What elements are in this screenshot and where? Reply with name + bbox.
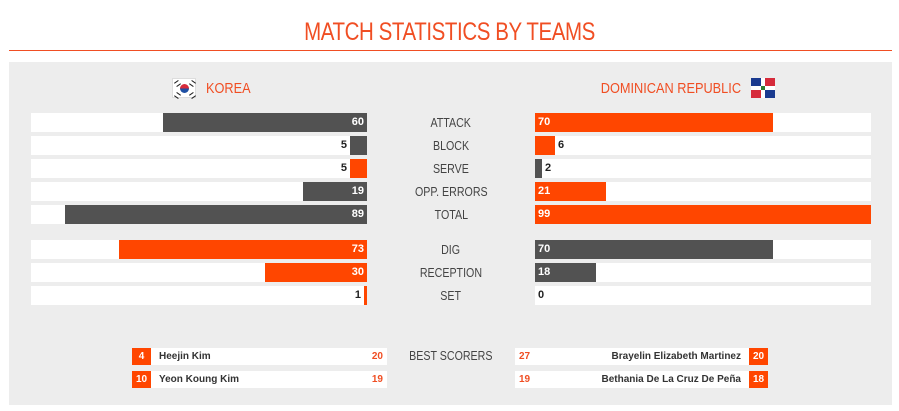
left-scorer-2: 10 Yeon Koung Kim 19 <box>132 371 387 388</box>
dominican-republic-flag-icon <box>751 78 775 98</box>
stat-row-set: 1 SET 0 <box>0 286 899 305</box>
opp-errors-right-value: 21 <box>538 185 551 197</box>
stat-row-block: 5 BLOCK 6 <box>0 136 899 155</box>
team-left-name: KOREA <box>206 79 251 97</box>
player-name: Yeon Koung Kim <box>159 374 239 385</box>
team-right-header: DOMINICAN REPUBLIC <box>576 78 775 98</box>
stat-label-total: TOTAL <box>434 207 468 222</box>
opp-errors-right-track: 21 <box>535 182 871 201</box>
set-right-track: 0 <box>535 286 871 305</box>
reception-left-value: 30 <box>351 266 364 278</box>
reception-left-bar <box>265 263 367 282</box>
stat-label-attack: ATTACK <box>430 115 472 130</box>
total-left-track: 89 <box>31 205 367 224</box>
player-number: 20 <box>749 348 768 365</box>
stat-label-opp-errors: OPP. ERRORS <box>414 184 488 199</box>
serve-right-bar <box>535 159 542 178</box>
reception-right-bar <box>535 263 596 282</box>
player-number: 10 <box>132 371 151 388</box>
block-right-track: 6 <box>535 136 871 155</box>
stat-label-dig: DIG <box>441 242 461 257</box>
best-scorers-label: BEST SCORERS <box>409 348 493 363</box>
stat-label-set: SET <box>440 288 462 303</box>
total-left-bar <box>65 205 367 224</box>
stat-row-serve: 5 SERVE 2 <box>0 159 899 178</box>
opp-errors-left-value: 19 <box>351 185 364 197</box>
stat-row-opp-errors: 19 OPP. ERRORS 21 <box>0 182 899 201</box>
stat-label-block: BLOCK <box>432 138 470 153</box>
player-points: 19 <box>371 374 383 385</box>
dig-left-bar <box>119 240 367 259</box>
stat-row-reception: 30 RECEPTION 18 <box>0 263 899 282</box>
attack-right-value: 70 <box>538 116 551 128</box>
team-left-header: KOREA <box>172 78 259 99</box>
stat-row-total: 89 TOTAL 99 <box>0 205 899 224</box>
set-right-value: 0 <box>538 289 545 301</box>
player-points: 27 <box>519 351 531 362</box>
serve-left-value: 5 <box>340 162 347 174</box>
total-left-value: 89 <box>351 208 364 220</box>
stat-row-attack: 60 ATTACK 70 <box>0 113 899 132</box>
dig-right-bar <box>535 240 773 259</box>
set-left-track: 1 <box>31 286 367 305</box>
attack-left-track: 60 <box>31 113 367 132</box>
set-left-bar <box>364 286 367 305</box>
attack-right-track: 70 <box>535 113 871 132</box>
player-name: Bethania De La Cruz De Peña <box>601 374 741 385</box>
opp-errors-left-track: 19 <box>31 182 367 201</box>
player-name: Heejin Kim <box>159 351 211 362</box>
player-points: 19 <box>519 374 531 385</box>
serve-right-value: 2 <box>545 162 552 174</box>
team-right-name: DOMINICAN REPUBLIC <box>600 79 741 97</box>
player-name: Brayelin Elizabeth Martinez <box>611 351 741 362</box>
attack-right-bar <box>535 113 773 132</box>
right-scorer-1: 20 Brayelin Elizabeth Martinez 27 <box>515 348 768 365</box>
reception-left-track: 30 <box>31 263 367 282</box>
block-left-value: 5 <box>340 139 347 151</box>
block-left-bar <box>350 136 367 155</box>
attack-left-bar <box>163 113 367 132</box>
stat-label-serve: SERVE <box>433 161 469 176</box>
stat-row-dig: 73 DIG 70 <box>0 240 899 259</box>
dig-right-value: 70 <box>538 243 551 255</box>
player-number: 4 <box>132 348 151 365</box>
total-right-value: 99 <box>538 208 551 220</box>
serve-left-bar <box>350 159 367 178</box>
dig-right-track: 70 <box>535 240 871 259</box>
serve-left-track: 5 <box>31 159 367 178</box>
opp-errors-left-bar <box>303 182 367 201</box>
right-scorer-2: 18 Bethania De La Cruz De Peña 19 <box>515 371 768 388</box>
block-right-bar <box>535 136 555 155</box>
block-left-track: 5 <box>31 136 367 155</box>
serve-right-track: 2 <box>535 159 871 178</box>
south-korea-flag-icon <box>172 78 196 99</box>
stat-label-reception: RECEPTION <box>419 265 483 280</box>
opp-errors-right-bar <box>535 182 606 201</box>
set-left-value: 1 <box>354 289 361 301</box>
block-right-value: 6 <box>558 139 565 151</box>
dig-left-track: 73 <box>31 240 367 259</box>
title-divider <box>9 50 892 51</box>
reception-right-value: 18 <box>538 266 551 278</box>
player-points: 20 <box>371 351 383 362</box>
reception-right-track: 18 <box>535 263 871 282</box>
dig-left-value: 73 <box>351 243 364 255</box>
left-scorer-1: 4 Heejin Kim 20 <box>132 348 387 365</box>
attack-left-value: 60 <box>351 116 364 128</box>
player-number: 18 <box>749 371 768 388</box>
page-title: MATCH STATISTICS BY TEAMS <box>304 18 595 46</box>
total-right-track: 99 <box>535 205 871 224</box>
total-right-bar <box>535 205 871 224</box>
